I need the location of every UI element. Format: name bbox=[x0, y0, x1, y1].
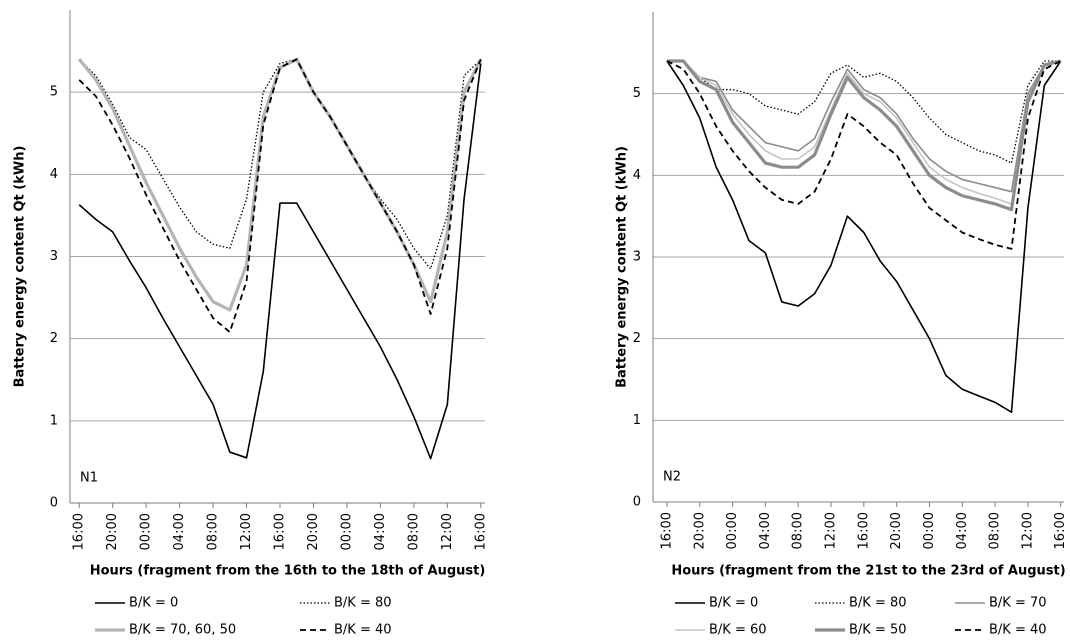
x-tick-label: 16:00 bbox=[473, 513, 488, 550]
x-tick-label: 08:00 bbox=[988, 512, 1003, 549]
series-line bbox=[666, 60, 1062, 250]
y-tick-label: 5 bbox=[50, 85, 58, 100]
series-line bbox=[78, 58, 482, 333]
legend-label: B/K = 40 bbox=[989, 623, 1047, 638]
x-axis-title: Hours (fragment from the 16th to the 18t… bbox=[90, 564, 486, 579]
series-line bbox=[666, 59, 1062, 212]
x-tick-label: 08:00 bbox=[406, 513, 421, 550]
x-tick-label: 16:00 bbox=[273, 513, 288, 550]
x-tick-label: 12:00 bbox=[239, 513, 254, 550]
series-line bbox=[77, 57, 483, 312]
y-tick-label: 4 bbox=[50, 167, 58, 182]
legend-label: B/K = 70 bbox=[989, 596, 1047, 611]
y-tick-label: 3 bbox=[50, 249, 58, 264]
series-line bbox=[78, 58, 482, 270]
legend-label: B/K = 80 bbox=[334, 596, 392, 611]
x-tick-label: 00:00 bbox=[339, 513, 354, 550]
legend-label: B/K = 80 bbox=[849, 596, 907, 611]
y-tick-label: 5 bbox=[633, 86, 641, 101]
x-tick-label: 12:00 bbox=[1020, 512, 1035, 549]
y-tick-label: 4 bbox=[633, 168, 641, 183]
x-tick-label: 20:00 bbox=[306, 513, 321, 550]
y-tick-label: 3 bbox=[633, 250, 641, 265]
x-tick-label: 04:00 bbox=[758, 512, 773, 549]
x-tick-label: 00:00 bbox=[139, 513, 154, 550]
series-line bbox=[666, 60, 1062, 413]
legend-label: B/K = 70, 60, 50 bbox=[129, 623, 236, 638]
y-tick-label: 0 bbox=[633, 495, 641, 510]
y-tick-label: 2 bbox=[50, 331, 58, 346]
y-tick-label: 1 bbox=[50, 413, 58, 428]
y-tick-label: 1 bbox=[633, 413, 641, 428]
x-tick-label: 16:00 bbox=[856, 512, 871, 549]
x-tick-label: 04:00 bbox=[373, 513, 388, 550]
x-tick-label: 08:00 bbox=[791, 512, 806, 549]
x-tick-label: 00:00 bbox=[922, 512, 937, 549]
x-tick-label: 16:00 bbox=[72, 513, 87, 550]
x-tick-label: 08:00 bbox=[206, 513, 221, 550]
x-tick-label: 00:00 bbox=[725, 512, 740, 549]
annotation: N1 bbox=[80, 471, 98, 486]
y-axis-title: Battery energy content Qt (kWh) bbox=[13, 146, 28, 388]
x-tick-label: 20:00 bbox=[692, 512, 707, 549]
annotation: N2 bbox=[663, 470, 681, 485]
y-tick-label: 2 bbox=[633, 331, 641, 346]
x-tick-label: 04:00 bbox=[955, 512, 970, 549]
y-axis-title: Battery energy content Qt (kWh) bbox=[615, 146, 630, 388]
x-tick-label: 20:00 bbox=[105, 513, 120, 550]
legend-label: B/K = 40 bbox=[334, 623, 392, 638]
series-line bbox=[78, 63, 482, 460]
legend-label: B/K = 60 bbox=[709, 623, 767, 638]
legend-label: B/K = 0 bbox=[709, 596, 758, 611]
x-tick-label: 04:00 bbox=[172, 513, 187, 550]
legend-label: B/K = 50 bbox=[849, 623, 907, 638]
x-tick-label: 12:00 bbox=[440, 513, 455, 550]
x-tick-label: 12:00 bbox=[824, 512, 839, 549]
x-axis-title: Hours (fragment from the 21st to the 23r… bbox=[671, 564, 1065, 579]
x-tick-label: 16:00 bbox=[659, 512, 674, 549]
series-line bbox=[666, 60, 1061, 193]
x-tick-label: 16:00 bbox=[1053, 512, 1068, 549]
y-tick-label: 0 bbox=[50, 496, 58, 511]
legend-label: B/K = 0 bbox=[129, 596, 178, 611]
x-tick-label: 20:00 bbox=[889, 512, 904, 549]
series-line bbox=[666, 60, 1061, 205]
